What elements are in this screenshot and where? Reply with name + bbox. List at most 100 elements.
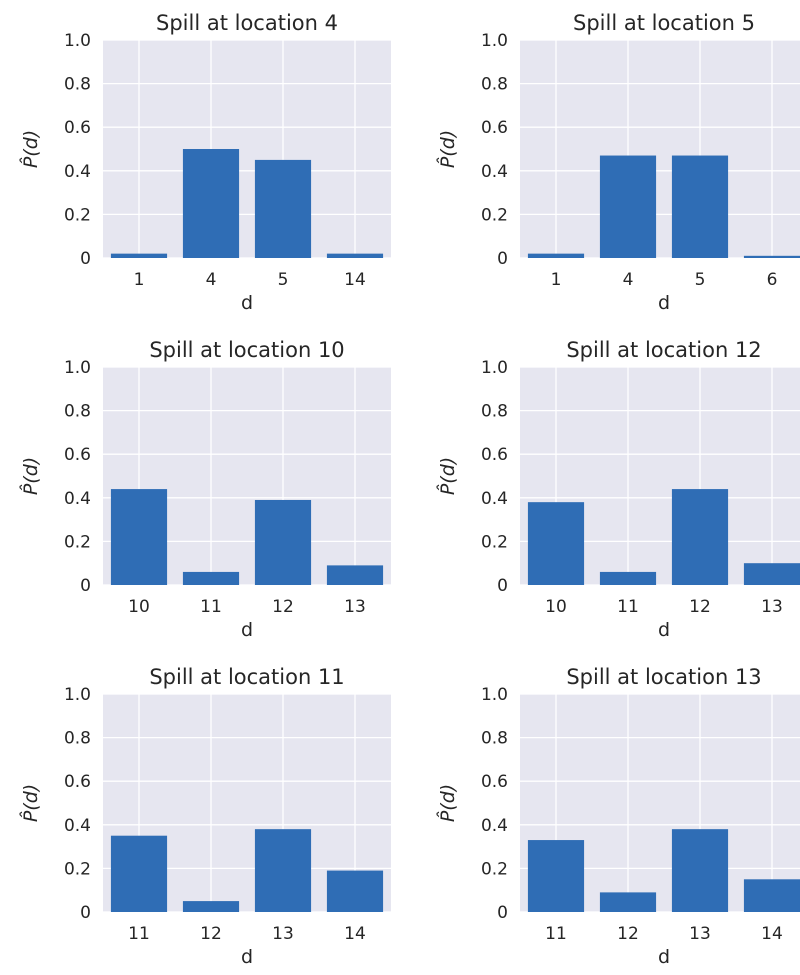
x-tick-label: 6 xyxy=(767,270,778,290)
chart-title: Spill at location 12 xyxy=(566,338,761,362)
y-tick-label: 0.4 xyxy=(64,162,91,182)
y-tick-label: 0 xyxy=(497,576,508,596)
y-tick-label: 0.2 xyxy=(481,859,508,879)
y-tick-label: 0.4 xyxy=(64,489,91,509)
x-tick-label: 13 xyxy=(272,924,294,944)
x-tick-label: 11 xyxy=(200,597,222,617)
y-tick-label: 0.6 xyxy=(481,118,508,138)
bar xyxy=(326,870,384,912)
bar xyxy=(110,835,168,912)
x-axis-label: d xyxy=(658,292,670,314)
y-axis-label: P̂(d) xyxy=(437,457,459,495)
y-tick-label: 0.4 xyxy=(481,489,508,509)
bar xyxy=(326,253,384,258)
x-tick-label: 13 xyxy=(689,924,711,944)
bar xyxy=(110,489,168,585)
y-tick-label: 0.4 xyxy=(481,816,508,836)
y-tick-label: 0.2 xyxy=(481,532,508,552)
x-tick-label: 5 xyxy=(695,270,706,290)
y-tick-label: 0.8 xyxy=(481,75,508,95)
chart-title: Spill at location 11 xyxy=(149,665,344,689)
x-tick-label: 12 xyxy=(689,597,711,617)
x-tick-label: 12 xyxy=(272,597,294,617)
bar xyxy=(599,892,657,912)
chart-panel: 0 0.2 0.4 0.6 0.8 1.0 10 11 12 13 Spill at locatio… xyxy=(20,338,391,641)
y-tick-label: 1.0 xyxy=(481,685,508,705)
y-tick-label: 0.6 xyxy=(64,772,91,792)
x-tick-label: 10 xyxy=(128,597,150,617)
bar xyxy=(254,159,312,258)
x-tick-label: 14 xyxy=(344,270,366,290)
chart-panel: 0 0.2 0.4 0.6 0.8 1.0 11 12 13 14 Spill at locatio… xyxy=(437,665,800,968)
x-tick-label: 12 xyxy=(617,924,639,944)
bar xyxy=(743,563,800,585)
bar xyxy=(182,571,240,585)
bar xyxy=(182,149,240,258)
chart-title: Spill at location 4 xyxy=(156,11,338,35)
x-tick-label: 11 xyxy=(617,597,639,617)
bar xyxy=(743,879,800,912)
plot-area xyxy=(520,40,800,258)
y-axis-label: P̂(d) xyxy=(20,784,42,822)
y-tick-label: 0.4 xyxy=(481,162,508,182)
y-tick-label: 0.6 xyxy=(481,772,508,792)
x-tick-label: 12 xyxy=(200,924,222,944)
y-tick-label: 0 xyxy=(80,903,91,923)
y-tick-label: 1.0 xyxy=(64,358,91,378)
y-tick-label: 0.2 xyxy=(64,532,91,552)
chart-title: Spill at location 13 xyxy=(566,665,761,689)
x-tick-label: 14 xyxy=(344,924,366,944)
chart-title: Spill at location 5 xyxy=(573,11,755,35)
y-axis-label: P̂(d) xyxy=(20,130,42,168)
bar xyxy=(671,155,729,258)
bar xyxy=(671,489,729,585)
chart-panel: 0 0.2 0.4 0.6 0.8 1.0 11 12 13 14 Spill at locatio… xyxy=(20,665,391,968)
chart-title: Spill at location 10 xyxy=(149,338,344,362)
x-tick-label: 10 xyxy=(545,597,567,617)
y-tick-label: 0 xyxy=(497,249,508,269)
y-tick-label: 0.8 xyxy=(481,729,508,749)
y-tick-label: 0 xyxy=(497,903,508,923)
bar xyxy=(599,571,657,585)
x-axis-label: d xyxy=(658,619,670,641)
y-tick-label: 0 xyxy=(80,576,91,596)
x-tick-label: 5 xyxy=(278,270,289,290)
x-axis-label: d xyxy=(658,946,670,968)
y-tick-label: 0.4 xyxy=(64,816,91,836)
x-axis-label: d xyxy=(241,619,253,641)
bar xyxy=(326,565,384,585)
x-tick-label: 4 xyxy=(206,270,217,290)
x-tick-label: 13 xyxy=(761,597,783,617)
y-tick-label: 1.0 xyxy=(481,358,508,378)
bar xyxy=(599,155,657,258)
y-tick-label: 0.8 xyxy=(64,402,91,422)
y-tick-label: 1.0 xyxy=(64,685,91,705)
bar xyxy=(527,502,585,585)
y-tick-label: 0.6 xyxy=(481,445,508,465)
y-tick-label: 0.6 xyxy=(64,118,91,138)
y-tick-label: 0.8 xyxy=(481,402,508,422)
x-tick-label: 4 xyxy=(623,270,634,290)
bar xyxy=(182,901,240,912)
bar xyxy=(743,255,800,258)
x-tick-label: 1 xyxy=(134,270,145,290)
y-axis-label: P̂(d) xyxy=(437,130,459,168)
bar xyxy=(671,829,729,912)
y-tick-label: 0.6 xyxy=(64,445,91,465)
x-tick-label: 14 xyxy=(761,924,783,944)
y-tick-label: 1.0 xyxy=(64,31,91,51)
y-tick-label: 0.2 xyxy=(481,205,508,225)
y-tick-label: 0.2 xyxy=(64,205,91,225)
x-tick-label: 13 xyxy=(344,597,366,617)
y-tick-label: 0.8 xyxy=(64,75,91,95)
plot-area xyxy=(103,40,391,258)
bar xyxy=(527,840,585,912)
y-axis-label: P̂(d) xyxy=(20,457,42,495)
y-tick-label: 0.2 xyxy=(64,859,91,879)
bar xyxy=(527,253,585,258)
x-axis-label: d xyxy=(241,292,253,314)
chart-panel: 0 0.2 0.4 0.6 0.8 1.0 1 4 5 6 Spill at location 5 d… xyxy=(437,11,800,314)
y-tick-label: 0 xyxy=(80,249,91,269)
